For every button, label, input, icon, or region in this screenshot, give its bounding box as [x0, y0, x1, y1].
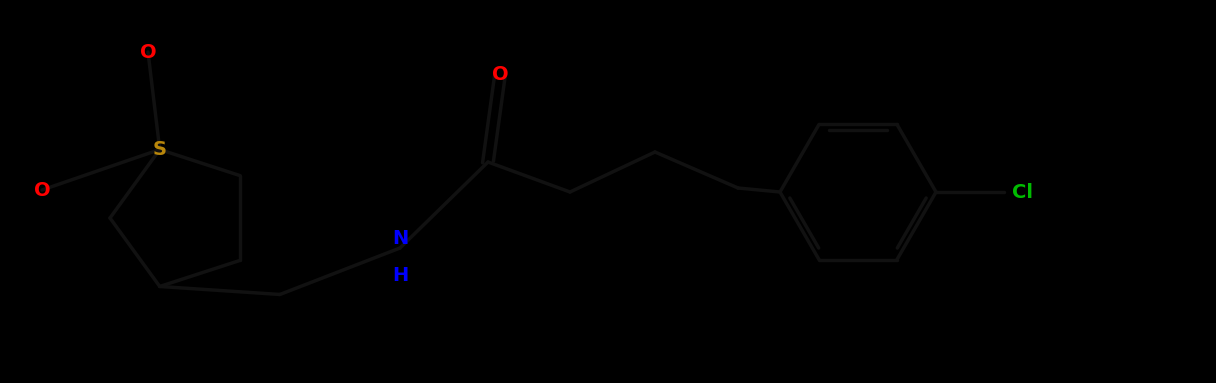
Text: Cl: Cl	[1012, 183, 1034, 201]
Text: O: O	[34, 180, 50, 200]
Text: O: O	[140, 43, 157, 62]
Text: O: O	[491, 65, 508, 85]
Text: H: H	[392, 266, 409, 285]
Text: N: N	[392, 229, 409, 248]
Text: S: S	[153, 140, 167, 159]
